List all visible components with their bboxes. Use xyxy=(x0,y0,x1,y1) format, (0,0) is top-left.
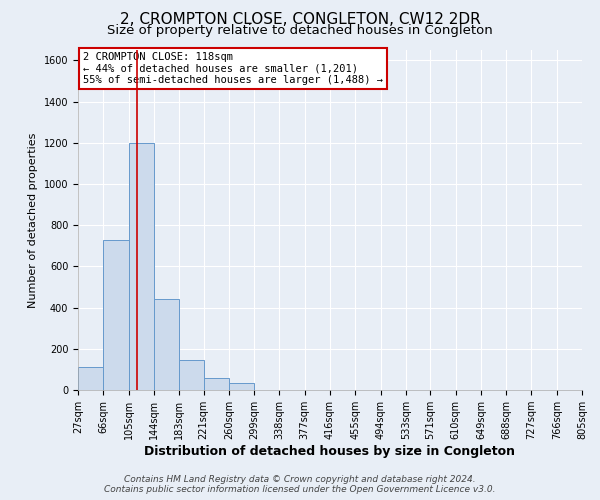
Bar xyxy=(229,383,254,390)
Bar xyxy=(154,300,179,390)
Bar xyxy=(103,240,128,390)
Text: Contains HM Land Registry data © Crown copyright and database right 2024.
Contai: Contains HM Land Registry data © Crown c… xyxy=(104,474,496,494)
Text: Size of property relative to detached houses in Congleton: Size of property relative to detached ho… xyxy=(107,24,493,37)
Bar xyxy=(78,368,103,390)
Text: 2 CROMPTON CLOSE: 118sqm
← 44% of detached houses are smaller (1,201)
55% of sem: 2 CROMPTON CLOSE: 118sqm ← 44% of detach… xyxy=(83,52,383,85)
Text: 2, CROMPTON CLOSE, CONGLETON, CW12 2DR: 2, CROMPTON CLOSE, CONGLETON, CW12 2DR xyxy=(119,12,481,28)
Bar xyxy=(179,360,203,390)
Bar xyxy=(128,142,154,390)
Y-axis label: Number of detached properties: Number of detached properties xyxy=(28,132,38,308)
Bar xyxy=(203,378,229,390)
X-axis label: Distribution of detached houses by size in Congleton: Distribution of detached houses by size … xyxy=(145,445,515,458)
